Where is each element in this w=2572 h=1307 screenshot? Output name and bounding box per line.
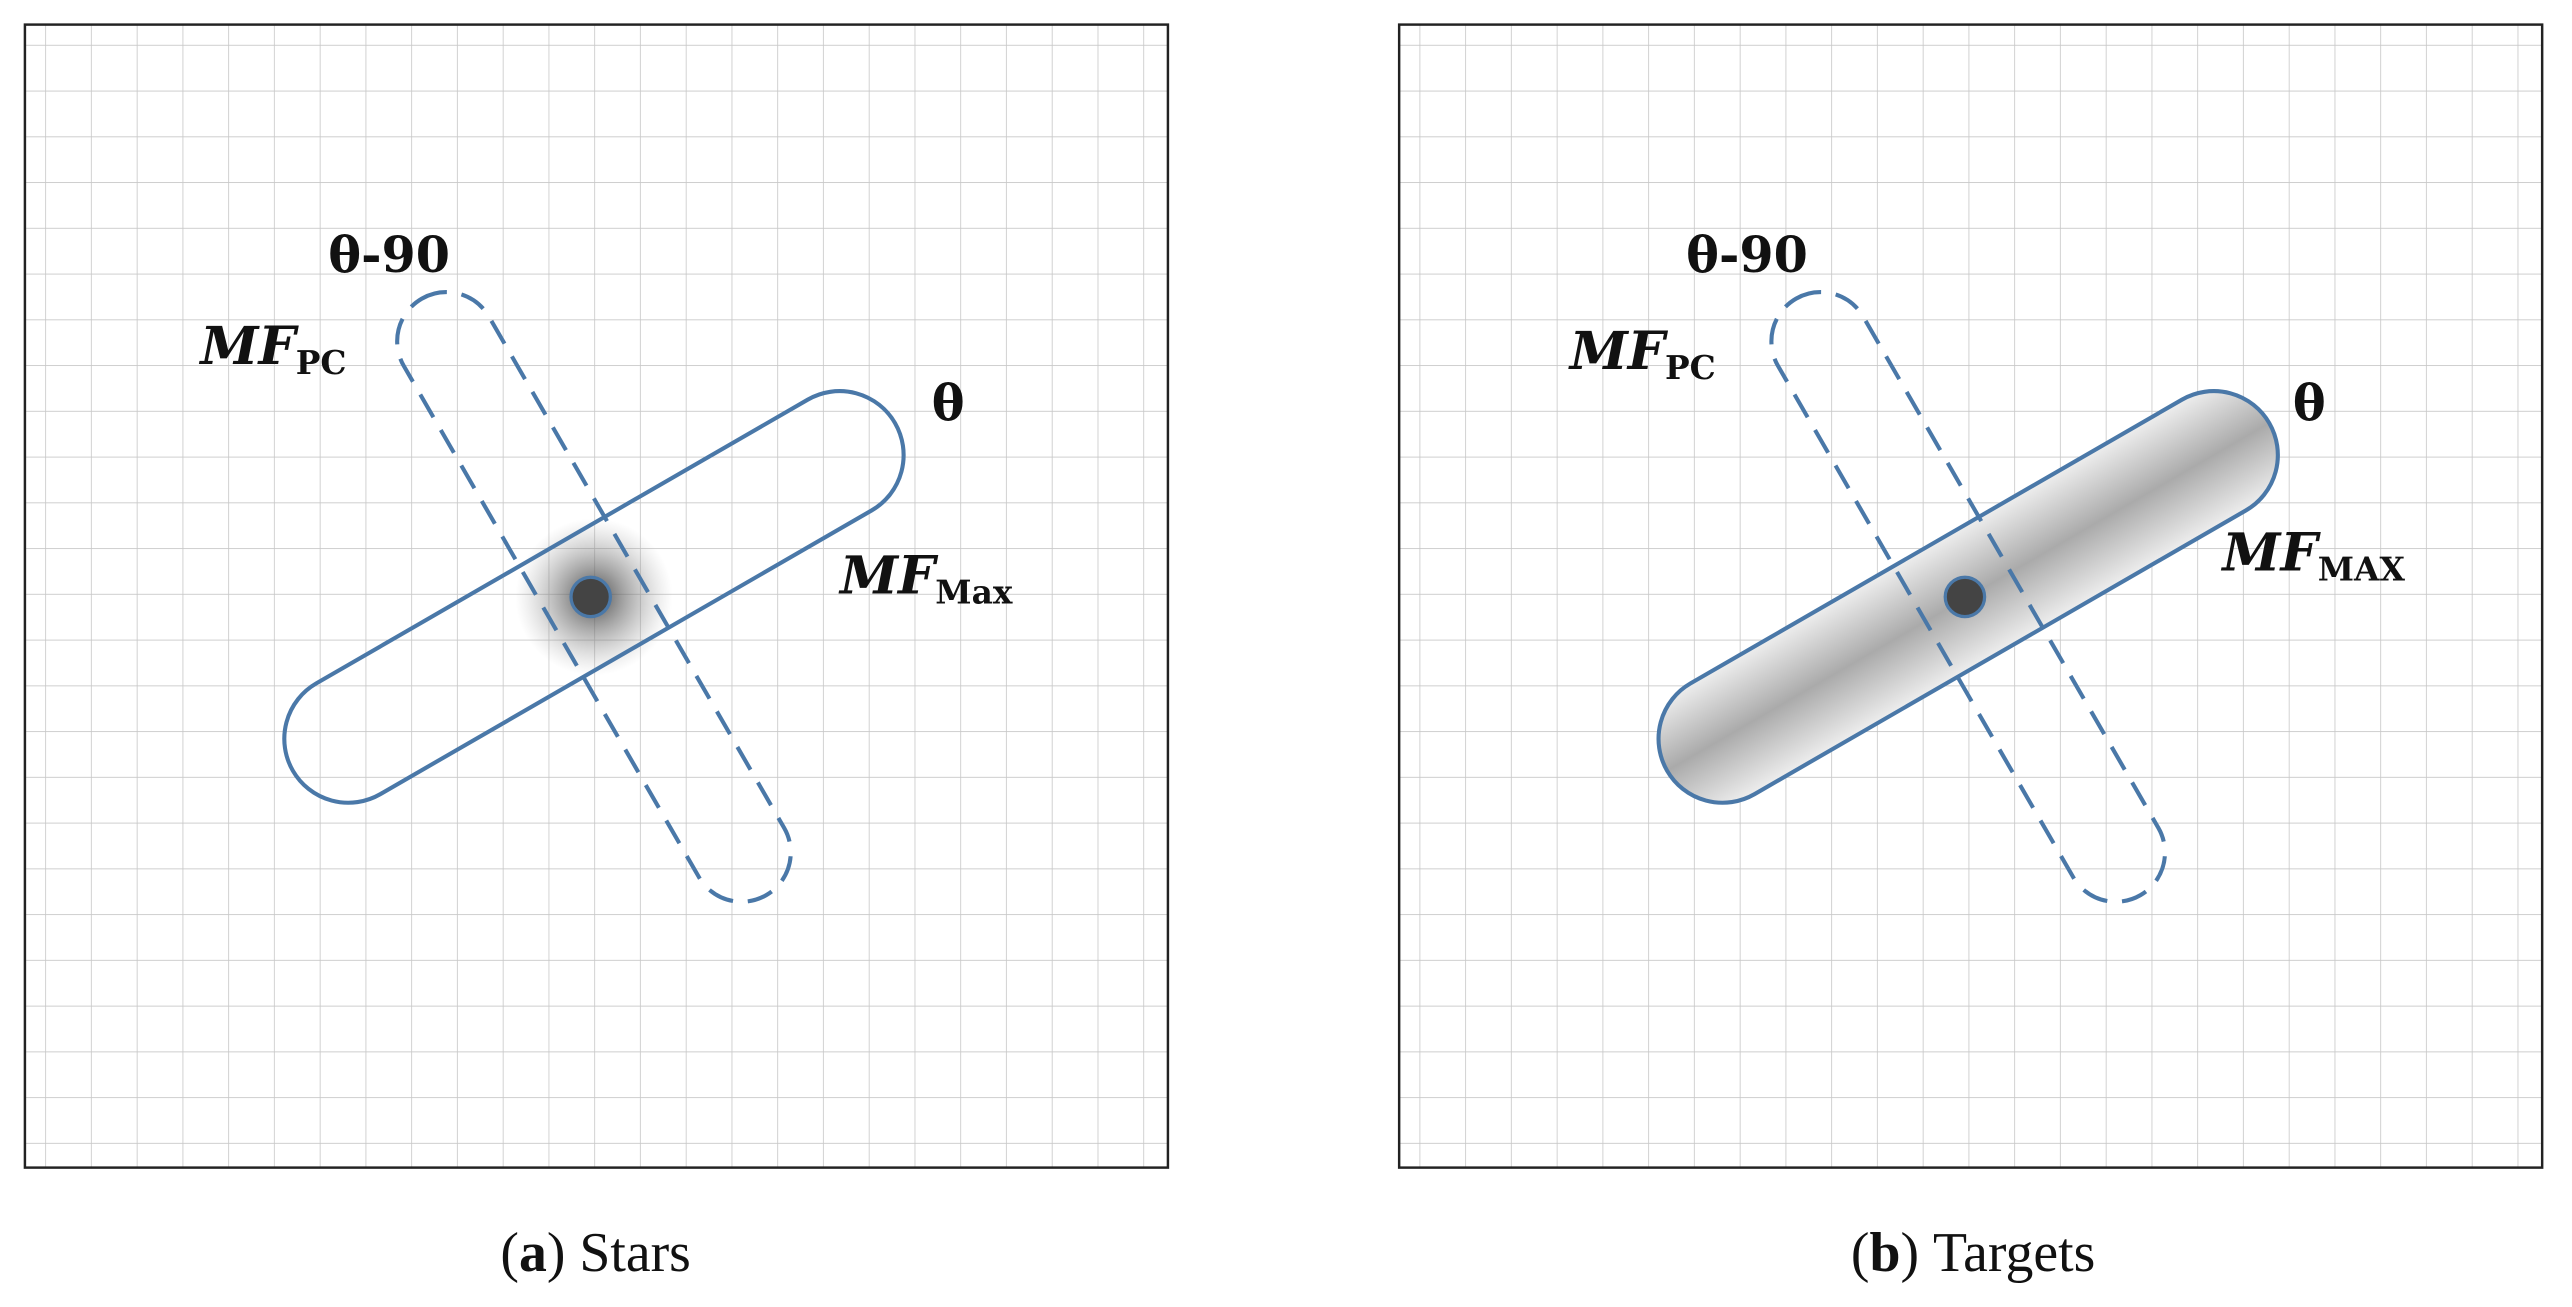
panel-stars xyxy=(23,23,1170,1169)
mf-max-label: MFMAX xyxy=(2220,523,2405,589)
mf-max-label: MFMax xyxy=(838,546,1013,612)
caption-a: (a) Stars xyxy=(500,1222,690,1284)
mf-pc-outline xyxy=(395,290,793,904)
panel-frame xyxy=(23,23,1170,1169)
mf-pc-label: MFPC xyxy=(198,316,346,382)
angle-label: θ xyxy=(2293,374,2326,432)
mf-max-outline xyxy=(282,389,906,805)
center-point xyxy=(1943,575,1987,619)
panel-a-labels: θ-90 MFPC θ MFMax (a) Stars xyxy=(198,226,1012,1284)
angle-label: θ xyxy=(932,374,965,432)
caption-b: (b) Targets xyxy=(1851,1222,2095,1284)
perp-angle-label: θ-90 xyxy=(1686,226,1808,284)
center-point xyxy=(569,575,613,619)
panel-frame xyxy=(1397,23,2544,1169)
panel-targets xyxy=(1397,23,2544,1169)
perp-angle-label: θ-90 xyxy=(328,226,450,284)
mf-pc-outline xyxy=(1769,290,2168,904)
mf-pc-label: MFPC xyxy=(1568,321,1716,387)
panel-b-labels: θ-90 MFPC θ MFMAX (b) Targets xyxy=(1568,226,2406,1284)
